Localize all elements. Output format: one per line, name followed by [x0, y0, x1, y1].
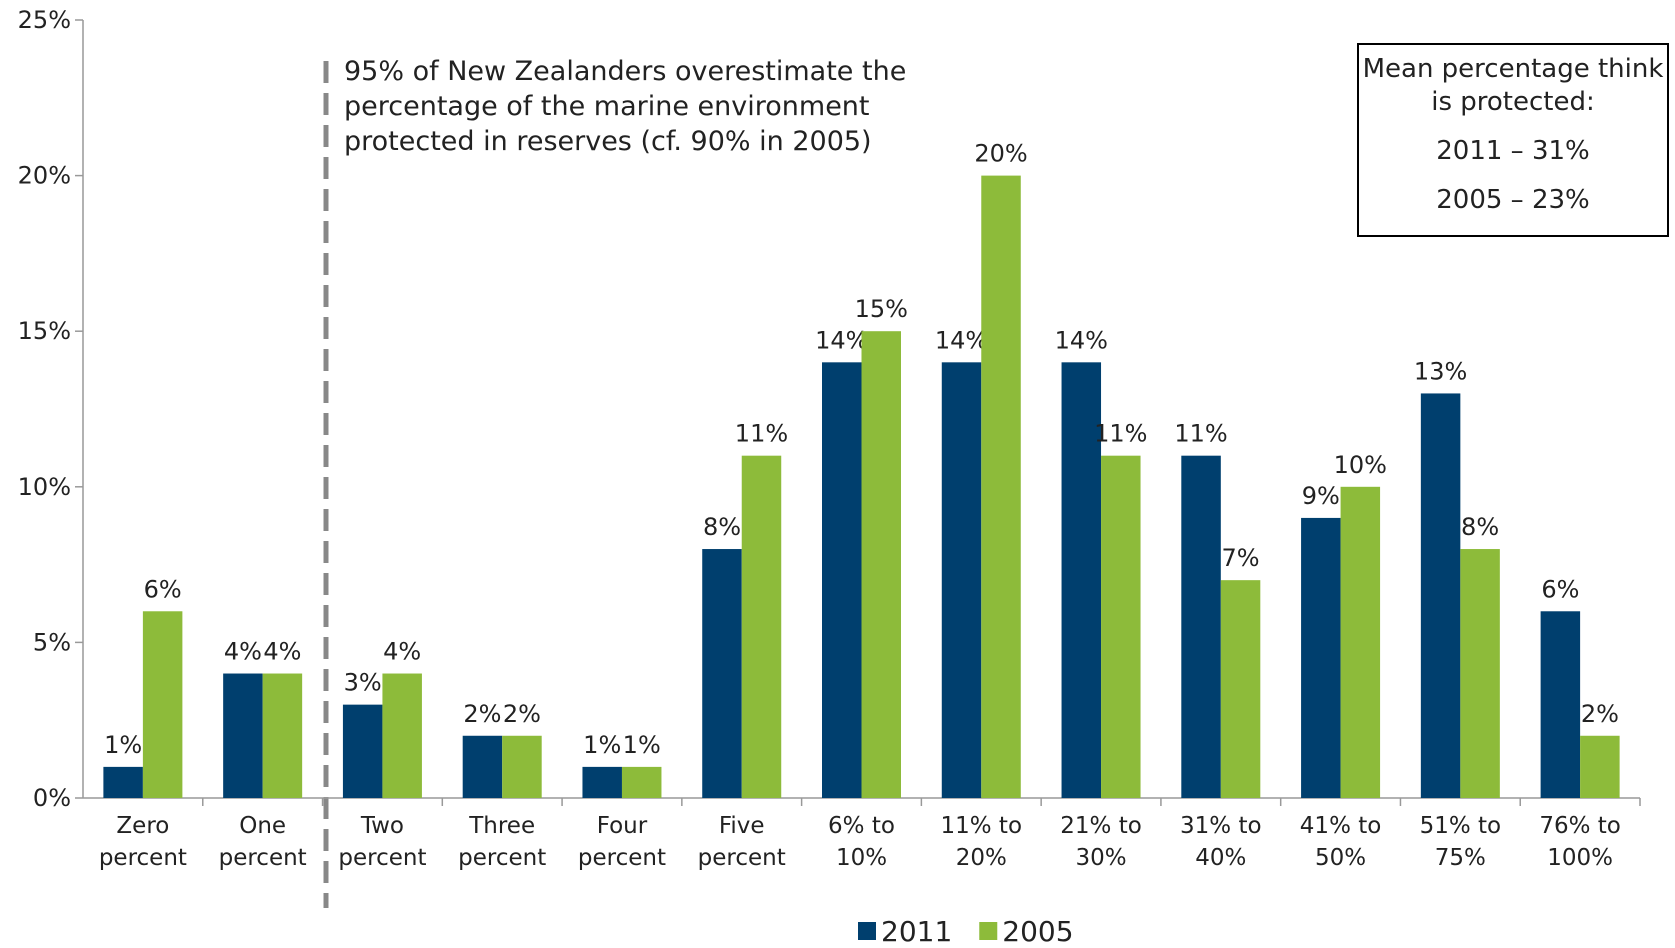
bar: [981, 175, 1021, 799]
x-tick-label: 41% to 50%: [1299, 813, 1382, 871]
value-label: 2%: [1581, 700, 1619, 728]
y-tick-label: 20%: [18, 162, 71, 190]
y-tick-label: 25%: [18, 6, 71, 34]
value-label: 3%: [344, 669, 382, 697]
x-tick-label: 21% to 30%: [1060, 813, 1142, 871]
bar: [1420, 393, 1461, 798]
bar: [223, 673, 263, 798]
bar: [741, 455, 782, 798]
legend-swatch: [979, 922, 998, 940]
bar: [822, 362, 862, 798]
x-tick-label: Five percent: [697, 813, 786, 871]
x-tick-label: 11% to 20%: [940, 813, 1023, 871]
bar: [1460, 549, 1500, 798]
value-label: 14%: [935, 326, 988, 354]
bar: [1340, 486, 1381, 798]
x-tick-label: Four percent: [577, 813, 666, 871]
bar: [462, 735, 503, 798]
y-tick-label: 5%: [33, 628, 71, 656]
value-label: 20%: [974, 140, 1027, 168]
bar: [1580, 735, 1620, 798]
value-label: 7%: [1222, 544, 1260, 572]
legend-swatch: [858, 922, 876, 940]
value-label: 10%: [1334, 451, 1387, 479]
value-label: 4%: [224, 638, 262, 666]
value-label: 14%: [815, 326, 868, 354]
value-label: 8%: [703, 513, 741, 541]
x-tick-label: 31% to 40%: [1180, 813, 1262, 871]
bar: [1061, 362, 1102, 798]
bar: [1301, 517, 1341, 798]
x-tick-label: 6% to 10%: [828, 813, 895, 871]
value-label: 1%: [583, 731, 621, 759]
bar: [1220, 580, 1261, 798]
x-tick-label: 76% to 100%: [1539, 813, 1621, 871]
value-label: 1%: [104, 731, 142, 759]
bar: [582, 766, 622, 798]
value-label: 8%: [1461, 513, 1499, 541]
x-tick-label: One percent: [218, 813, 307, 871]
value-label: 15%: [855, 295, 908, 323]
value-label: 2%: [463, 700, 501, 728]
bar: [142, 611, 183, 798]
bar: [103, 766, 143, 798]
info-box: Mean percentage think is protected: 2011…: [1357, 43, 1669, 237]
value-label: 1%: [623, 731, 661, 759]
value-label: 6%: [1541, 575, 1579, 603]
x-tick-label: Three percent: [458, 813, 547, 871]
bar: [941, 362, 982, 798]
bar: [502, 735, 542, 798]
value-label: 13%: [1414, 357, 1467, 385]
value-label: 9%: [1302, 482, 1340, 510]
value-label: 11%: [1094, 420, 1147, 448]
legend-label: 2005: [1002, 915, 1073, 948]
bar: [702, 549, 742, 798]
x-tick-label: Zero percent: [98, 813, 187, 871]
box-line: 2011 – 31%: [1436, 136, 1590, 166]
bar: [861, 331, 901, 798]
value-label: 2%: [503, 700, 541, 728]
legend-label: 2011: [881, 915, 952, 948]
bar: [1540, 611, 1581, 798]
y-tick-label: 0%: [33, 784, 71, 812]
value-label: 11%: [1174, 420, 1227, 448]
value-label: 6%: [144, 575, 182, 603]
value-label: 4%: [263, 638, 301, 666]
bar: [1181, 455, 1221, 798]
bar: [382, 673, 422, 798]
value-label: 11%: [735, 420, 788, 448]
bar: [262, 673, 303, 798]
box-line: 2005 – 23%: [1436, 185, 1590, 215]
value-label: 14%: [1055, 326, 1108, 354]
x-tick-label: Two percent: [338, 813, 427, 871]
y-tick-label: 15%: [18, 317, 71, 345]
annotation: 95% of New Zealanders overestimate the p…: [344, 56, 907, 157]
bar: [342, 704, 383, 798]
bar: [621, 766, 662, 798]
x-tick-label: 51% to 75%: [1419, 813, 1502, 871]
box-line: Mean percentage think is protected:: [1362, 54, 1664, 117]
bar: [1101, 455, 1141, 798]
y-tick-label: 10%: [18, 473, 71, 501]
value-label: 4%: [383, 638, 421, 666]
